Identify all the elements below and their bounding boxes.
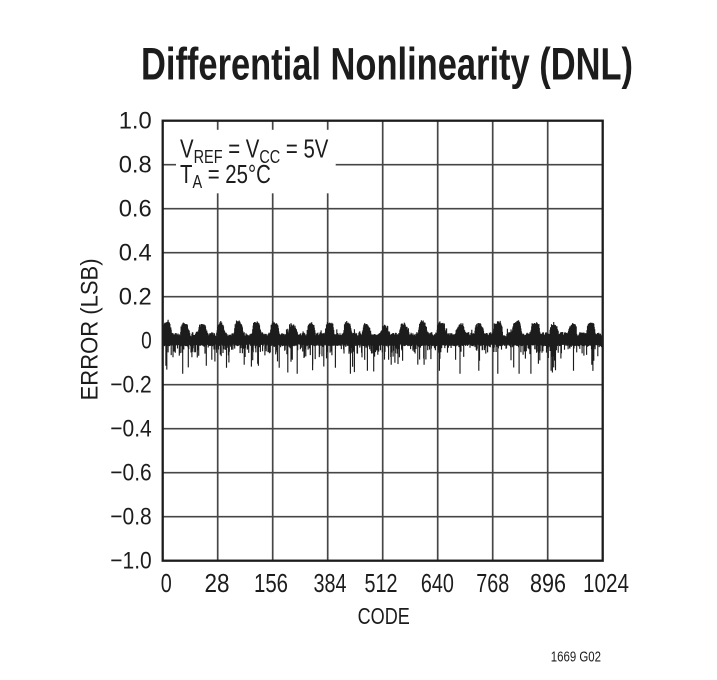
svg-text:Differential Nonlinearity (DNL: Differential Nonlinearity (DNL) [141, 39, 633, 90]
svg-text:0.6: 0.6 [119, 196, 152, 223]
svg-text:0.2: 0.2 [119, 284, 152, 311]
svg-text:−1.0: −1.0 [110, 548, 151, 575]
svg-text:1.0: 1.0 [119, 108, 152, 135]
svg-text:−0.2: −0.2 [110, 372, 151, 399]
svg-text:384: 384 [314, 570, 347, 598]
svg-text:156: 156 [254, 570, 288, 598]
svg-text:0: 0 [141, 328, 152, 355]
svg-text:0.4: 0.4 [119, 240, 152, 267]
svg-text:0.8: 0.8 [119, 152, 152, 179]
svg-text:1669 G02: 1669 G02 [551, 649, 601, 665]
svg-text:CODE: CODE [358, 603, 410, 629]
svg-text:0: 0 [161, 570, 172, 598]
svg-text:1024: 1024 [583, 570, 629, 598]
svg-text:640: 640 [421, 570, 454, 598]
svg-text:TA = 25°C: TA = 25°C [180, 160, 271, 193]
svg-text:896: 896 [530, 570, 566, 598]
svg-text:−0.6: −0.6 [110, 460, 151, 487]
svg-text:−0.4: −0.4 [110, 416, 151, 443]
svg-text:512: 512 [365, 570, 398, 598]
svg-text:768: 768 [476, 570, 509, 598]
svg-text:−0.8: −0.8 [110, 504, 151, 531]
svg-text:28: 28 [205, 570, 230, 598]
svg-text:ERROR (LSB): ERROR (LSB) [77, 258, 104, 400]
svg-text:VREF = VCC = 5V: VREF = VCC = 5V [180, 134, 329, 167]
